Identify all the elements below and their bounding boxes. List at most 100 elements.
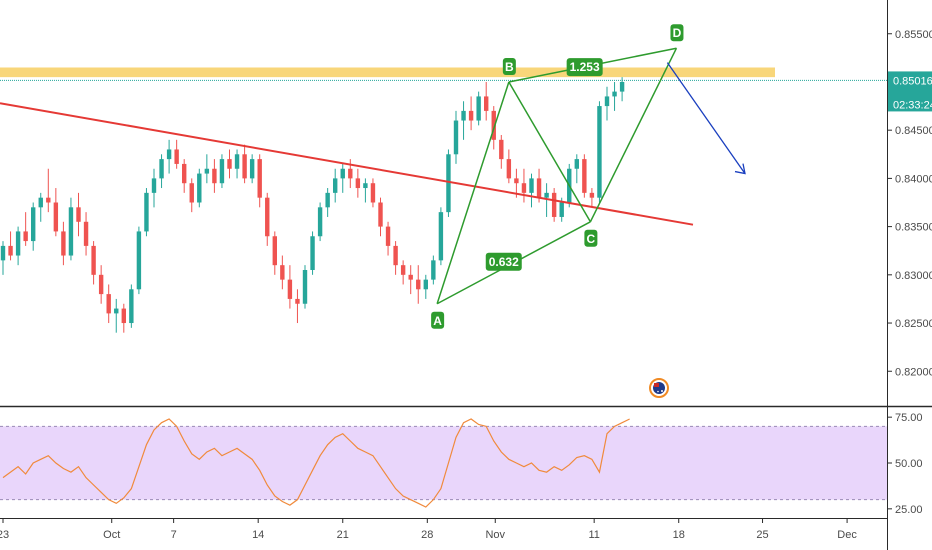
rsi-tick-label: 25.00 [895, 504, 923, 516]
candle-body [114, 308, 119, 314]
rsi-band [0, 426, 887, 500]
candle-body [355, 178, 361, 189]
candle [506, 149, 512, 184]
main-pane[interactable] [0, 0, 887, 405]
ratio-label[interactable]: 0.632 [485, 252, 522, 271]
candle-body [619, 81, 625, 92]
rsi-tick-label: 75.00 [895, 412, 923, 424]
candle-body [212, 168, 217, 184]
candle [129, 284, 134, 328]
pattern-point-c[interactable]: C [584, 229, 598, 247]
candle-body [400, 265, 406, 275]
candle-body [280, 265, 285, 280]
candle-body [234, 154, 240, 169]
candle-body [272, 236, 277, 266]
rsi-tick-label: 50.00 [895, 458, 923, 470]
candle [317, 202, 323, 242]
candle-body [302, 270, 308, 304]
candle [234, 149, 240, 179]
candle-body [385, 226, 391, 246]
pattern-point-b[interactable]: B [502, 57, 516, 75]
rsi-axis[interactable]: 75.00 50.00 25.00 [887, 412, 923, 516]
candle-body [249, 159, 255, 179]
candle [363, 178, 368, 203]
candle-body [129, 289, 134, 324]
time-tick-label: 25 [756, 529, 768, 541]
price-tick-label: 0.82000 [895, 366, 932, 378]
candle-body [333, 178, 338, 193]
candle [114, 298, 119, 333]
time-axis[interactable]: 23 Oct 7 14 21 28 Nov 11 18 25 Dec [0, 518, 857, 541]
candle-body [453, 120, 459, 155]
candle-body [423, 279, 428, 290]
candle [197, 168, 202, 208]
flag-icon[interactable] [649, 378, 669, 398]
candle-body [257, 159, 262, 198]
ratio-label[interactable]: 1.253 [566, 58, 603, 77]
candle [416, 265, 421, 304]
candle-body [506, 159, 512, 179]
svg-text:B: B [505, 60, 514, 74]
candle [0, 241, 6, 275]
candle-body [484, 96, 489, 111]
candle [544, 183, 549, 217]
candles-group [0, 77, 625, 333]
candle-body [363, 183, 368, 189]
candle [499, 135, 504, 169]
candle-body [310, 236, 315, 270]
candle-body [582, 159, 587, 193]
candle [529, 173, 534, 208]
candle [212, 159, 217, 193]
candle [159, 154, 164, 189]
candle-body [499, 139, 504, 160]
candle-body [159, 159, 164, 179]
candle-body [574, 159, 579, 169]
trendline[interactable] [0, 102, 694, 226]
time-tick-label: Nov [485, 529, 505, 541]
candle-body [136, 231, 142, 290]
candle-body [106, 294, 111, 314]
candle-body [431, 260, 436, 280]
pattern-point-a[interactable]: A [431, 311, 445, 329]
last-price-tag-bg [888, 71, 932, 112]
candle [265, 192, 270, 246]
svg-text:C: C [587, 232, 596, 246]
candle-body [98, 274, 104, 295]
candle-body [287, 279, 293, 299]
pattern-leg [508, 81, 592, 223]
svg-text:0.632: 0.632 [489, 255, 519, 269]
candle [333, 168, 338, 203]
resistance-zone[interactable] [0, 67, 775, 78]
candle [280, 255, 285, 290]
pattern-point-d[interactable]: D [670, 24, 684, 42]
candle [393, 241, 398, 275]
candle-body [166, 149, 172, 160]
candle [174, 139, 179, 169]
rsi-line-group [2, 418, 630, 508]
candle-body [197, 173, 202, 203]
candle-body [446, 154, 451, 213]
candle [15, 226, 21, 266]
candle [370, 178, 376, 208]
candle [521, 168, 527, 203]
candle-body [529, 178, 534, 193]
projection-arrow[interactable] [666, 62, 746, 175]
pattern-leg [436, 81, 510, 304]
abcd-pattern[interactable]: A B C D 0.632 1.253 [431, 24, 684, 329]
candle-body [551, 192, 557, 217]
candle-body [53, 202, 59, 232]
svg-text:D: D [673, 26, 682, 40]
candle [98, 265, 104, 304]
candle [189, 178, 194, 213]
price-axis[interactable]: 0.855000.850000.845000.840000.835000.830… [887, 29, 932, 379]
candle [287, 265, 293, 309]
candle-body [559, 202, 564, 217]
candle-body [295, 298, 300, 304]
candle-body [393, 245, 398, 266]
time-tick-label: 7 [171, 529, 177, 541]
candle [295, 289, 300, 324]
time-tick-label: 18 [673, 529, 685, 541]
candle [53, 188, 59, 237]
candle [144, 188, 149, 237]
